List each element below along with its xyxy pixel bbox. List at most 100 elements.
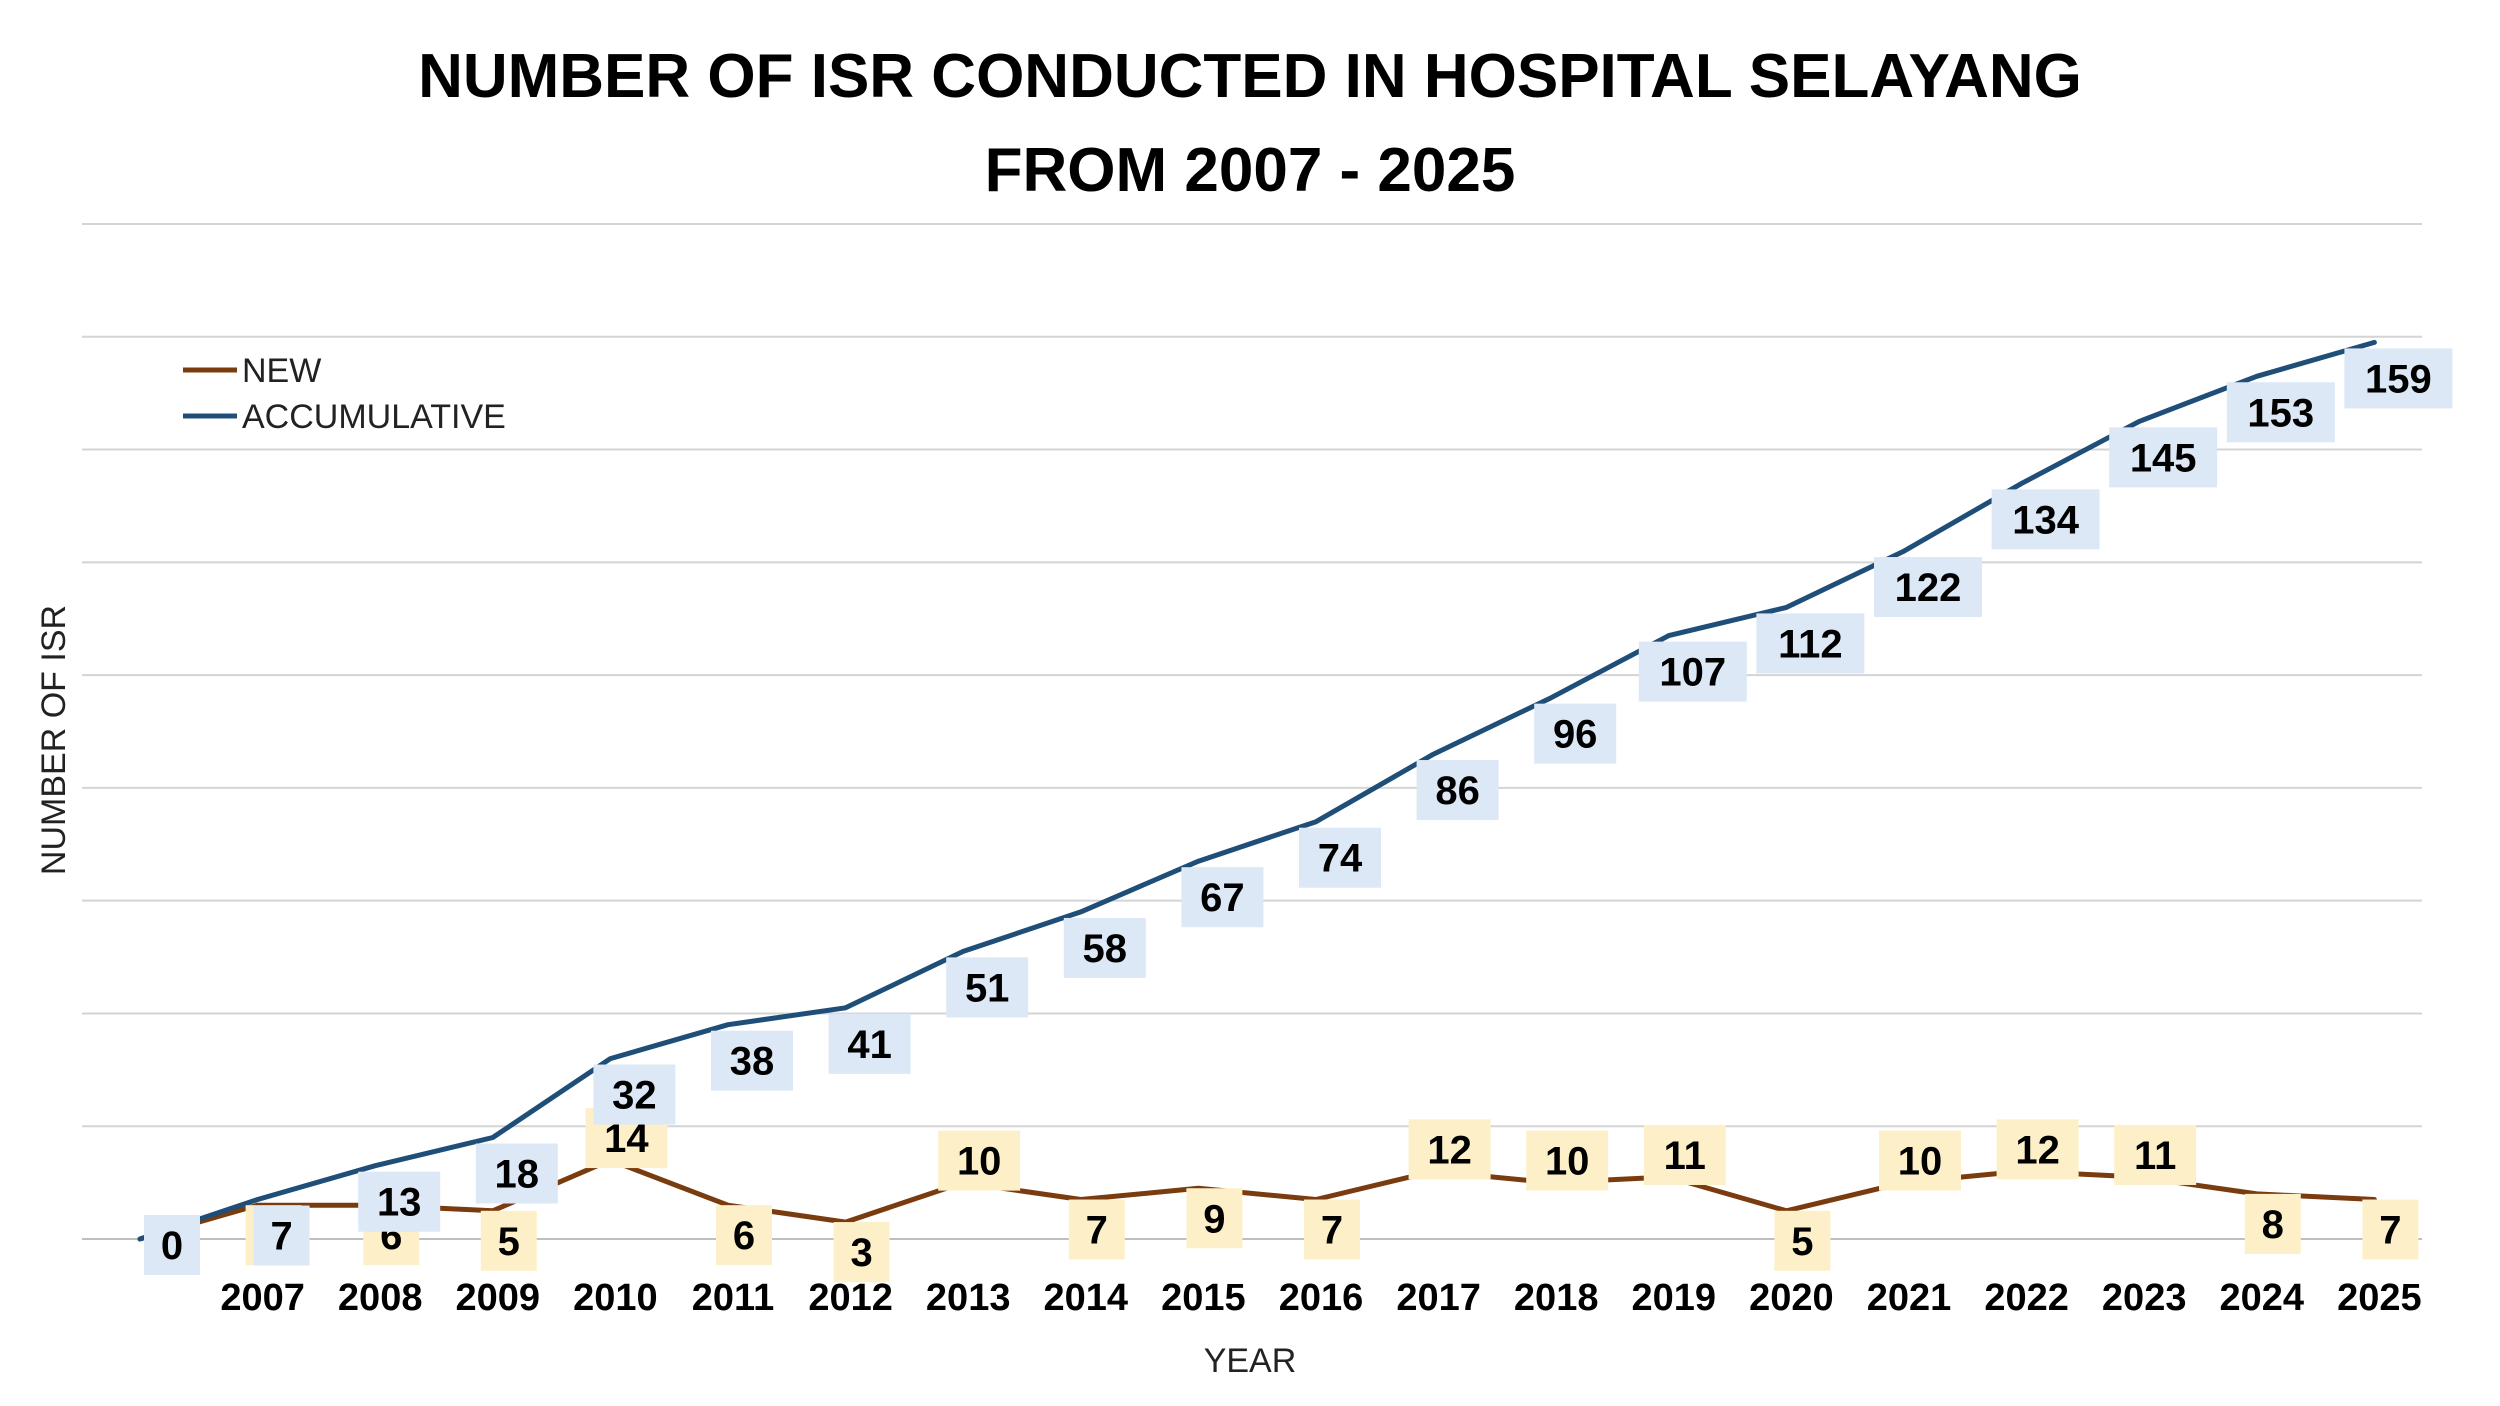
data-label-new: 7 [1068, 1199, 1125, 1260]
data-label-box [2344, 348, 2453, 409]
x-tick-label: 2024 [2220, 1277, 2305, 1319]
legend-label-accumulative: ACCUMULATIVE [242, 398, 506, 436]
data-label-box [253, 1205, 310, 1266]
data-label-accumulative: 153 [2226, 382, 2335, 443]
data-label-text: 58 [1083, 927, 1128, 971]
data-label-text: 74 [1318, 837, 1363, 881]
data-label-box [711, 1030, 793, 1091]
x-tick-label: 2014 [1044, 1277, 1129, 1319]
data-label-box [1526, 1130, 1609, 1191]
data-label-text: 7 [1086, 1209, 1108, 1253]
data-label-text: 10 [1545, 1140, 1590, 1184]
data-label-accumulative: 74 [1299, 827, 1381, 888]
data-label-box [1304, 1199, 1360, 1260]
data-label-text: 112 [1778, 622, 1843, 666]
data-label-accumulative: 134 [1991, 489, 2100, 550]
data-label-text: 0 [161, 1224, 183, 1268]
data-label-box [1299, 827, 1381, 888]
x-tick-label: 2022 [1984, 1277, 2069, 1319]
data-label-box [1063, 917, 1146, 978]
data-label-text: 96 [1553, 713, 1598, 757]
data-label-new: 10 [938, 1130, 1021, 1191]
data-label-box [1879, 1130, 1961, 1191]
data-label-box [938, 1130, 1021, 1191]
x-tick-label: 2016 [1279, 1277, 1364, 1319]
x-tick-label: 2025 [2337, 1277, 2422, 1319]
data-label-box [716, 1205, 772, 1266]
data-label-new: 11 [2114, 1124, 2197, 1185]
data-label-text: 11 [1664, 1134, 1706, 1178]
x-tick-label: 2015 [1161, 1277, 1246, 1319]
data-label-box [2244, 1193, 2301, 1254]
data-label-text: 5 [498, 1220, 520, 1264]
data-label-new: 6 [716, 1205, 772, 1266]
chart-title-line-2: FROM 2007 - 2025 [984, 136, 1516, 205]
data-label-box [2114, 1124, 2197, 1185]
data-label-new: 7 [1304, 1199, 1360, 1260]
data-label-box [1181, 867, 1264, 928]
data-label-text: 18 [495, 1153, 540, 1197]
data-label-accumulative: 112 [1756, 613, 1865, 674]
x-tick-label: 2018 [1514, 1277, 1599, 1319]
data-label-new: 10 [1879, 1130, 1961, 1191]
data-label-text: 32 [612, 1074, 657, 1118]
data-label-box [593, 1064, 676, 1125]
x-tick-label: 2012 [808, 1277, 893, 1319]
data-label-text: 51 [965, 966, 1010, 1010]
chart-title-line-1: NUMBER OF ISR CONDUCTED IN HOSPITAL SELA… [418, 42, 2082, 111]
data-label-new: 12 [1408, 1119, 1491, 1180]
data-label-text: 122 [1895, 566, 1962, 610]
data-label-box [358, 1171, 441, 1232]
data-label-box [1991, 489, 2100, 550]
data-label-box [2362, 1199, 2419, 1260]
data-label-text: 10 [1898, 1140, 1943, 1184]
data-label-text: 7 [270, 1215, 292, 1259]
x-tick-label: 2017 [1396, 1277, 1481, 1319]
data-label-box [480, 1210, 537, 1271]
data-label-accumulative: 145 [2109, 427, 2218, 488]
data-label-text: 153 [2247, 391, 2314, 435]
data-label-accumulative: 7 [253, 1205, 310, 1266]
data-label-text: 5 [1791, 1220, 1813, 1264]
data-label-text: 38 [730, 1040, 775, 1084]
x-tick-label: 2023 [2102, 1277, 2187, 1319]
data-label-new: 5 [480, 1210, 537, 1271]
data-label-box [1874, 557, 1982, 618]
data-label-text: 86 [1435, 769, 1480, 813]
x-tick-label: 2013 [926, 1277, 1011, 1319]
data-label-box [475, 1143, 558, 1204]
legend-label-new: NEW [242, 352, 321, 390]
data-label-box [1774, 1210, 1831, 1271]
data-label-box [1416, 760, 1499, 821]
data-label-box [1756, 613, 1865, 674]
data-labels: 6651463107971210115101211870713183238415… [144, 348, 2453, 1283]
data-label-text: 8 [2262, 1203, 2284, 1247]
data-label-new: 3 [833, 1222, 890, 1283]
data-label-new: 12 [1996, 1119, 2079, 1180]
x-tick-label: 2010 [573, 1277, 658, 1319]
data-label-box [1643, 1124, 1726, 1185]
data-label-text: 12 [1427, 1128, 1472, 1172]
data-label-accumulative: 122 [1874, 557, 1982, 618]
data-label-box [2109, 427, 2218, 488]
x-tick-label: 2021 [1867, 1277, 1952, 1319]
data-label-accumulative: 58 [1063, 917, 1146, 978]
data-label-box [1638, 641, 1747, 702]
data-label-new: 10 [1526, 1130, 1609, 1191]
data-label-text: 3 [850, 1231, 872, 1275]
data-label-new: 7 [2362, 1199, 2419, 1260]
data-label-text: 41 [847, 1023, 892, 1067]
data-label-new: 9 [1186, 1188, 1243, 1249]
data-label-box [833, 1222, 890, 1283]
data-label-box [144, 1215, 200, 1275]
x-tick-label: 2007 [220, 1277, 305, 1319]
series-lines [137, 339, 2377, 1242]
data-label-box [828, 1013, 911, 1074]
data-label-box [2226, 382, 2335, 443]
data-label-accumulative: 38 [711, 1030, 793, 1091]
x-tick-label: 2011 [692, 1277, 774, 1319]
x-tick-label: 2009 [456, 1277, 541, 1319]
data-label-new: 5 [1774, 1210, 1831, 1271]
data-label-accumulative: 32 [593, 1064, 676, 1125]
